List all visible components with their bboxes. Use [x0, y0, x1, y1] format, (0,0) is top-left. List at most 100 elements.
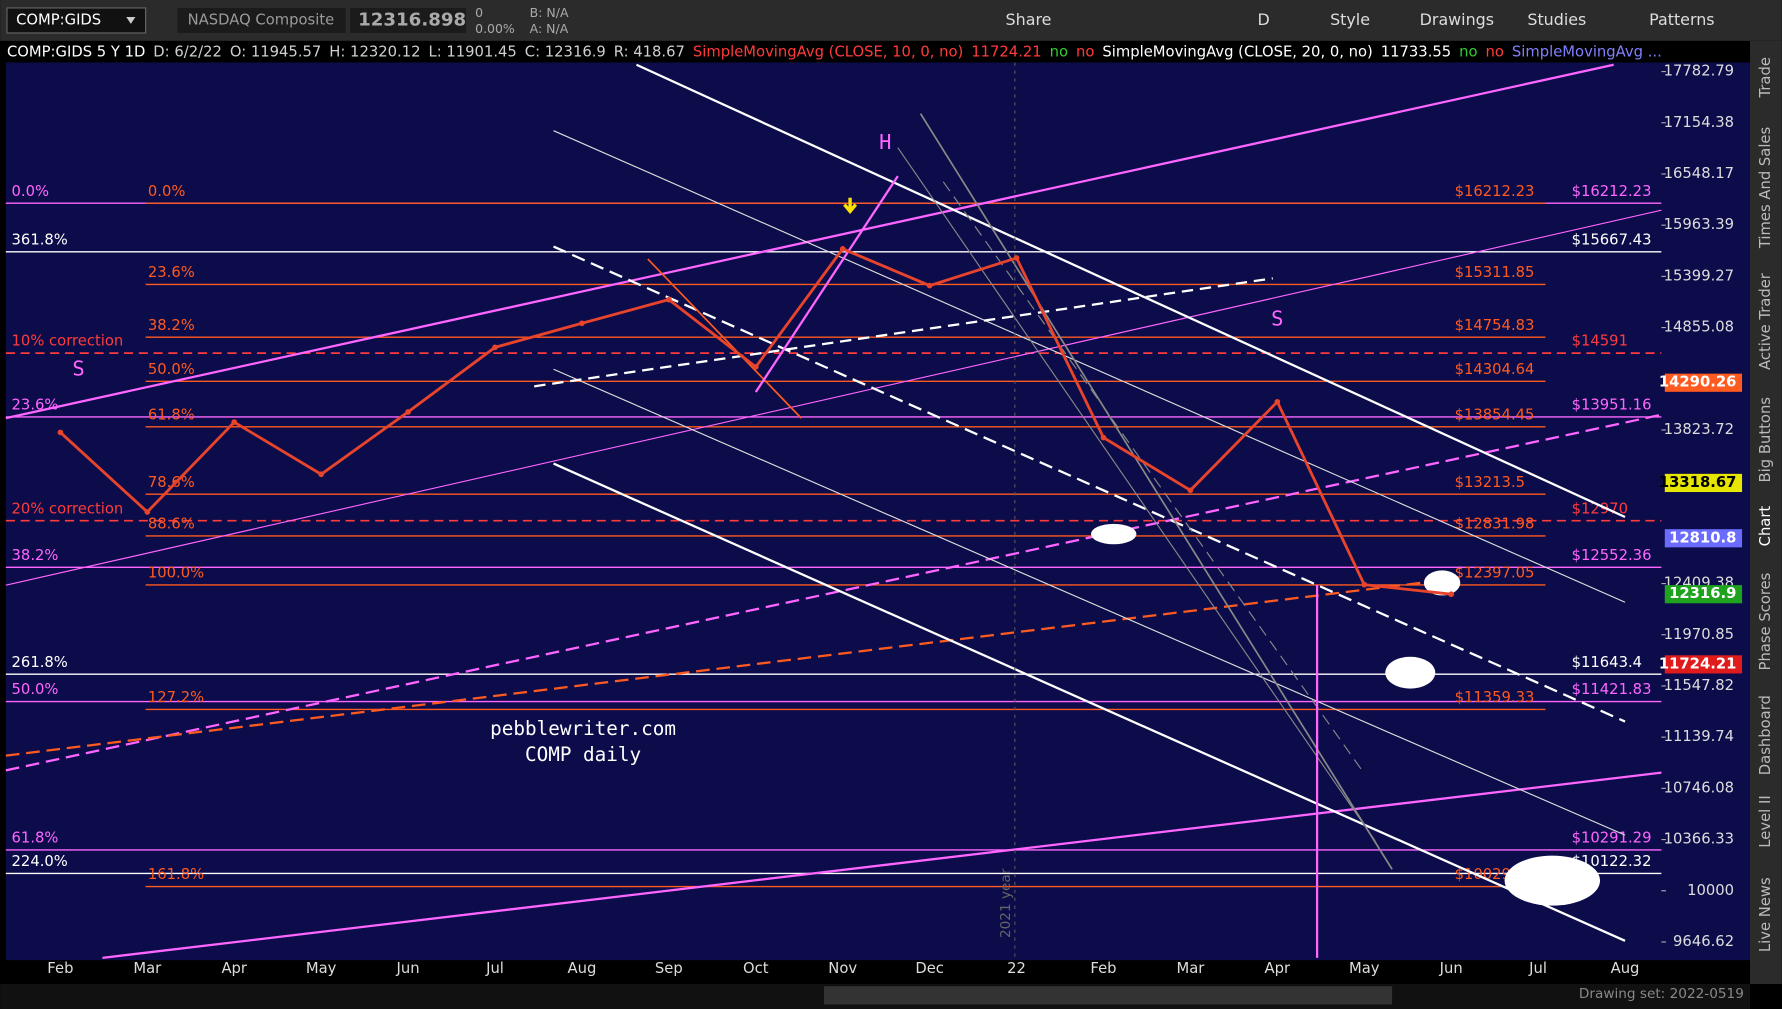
tool-button[interactable]: Style [1330, 10, 1370, 29]
level-percent: 127.2% [148, 689, 204, 706]
trendline [919, 113, 1393, 870]
side-tab[interactable]: Dashboard [1757, 695, 1774, 775]
x-tick-label: Jun [396, 960, 420, 977]
level-percent: 50.0% [148, 361, 195, 378]
side-tab[interactable]: Big Buttons [1757, 397, 1774, 482]
tool-button[interactable]: Studies [1527, 10, 1586, 29]
info-item: C: 12316.9 [525, 43, 606, 60]
trendline [636, 63, 1626, 519]
trendline [102, 771, 1662, 959]
level-percent: 61.8% [148, 406, 195, 423]
level-price: $11643.4 [1572, 654, 1642, 671]
x-tick-label: Feb [1090, 960, 1116, 977]
price-box [1664, 585, 1743, 604]
level-percent: 10% correction [12, 333, 124, 350]
info-item: O: 11945.57 [230, 43, 322, 60]
y-tick-label: 10000 [1687, 882, 1734, 899]
trendline [897, 147, 1376, 842]
price-box [1664, 473, 1743, 493]
price-box [1664, 655, 1743, 674]
shoulder-label: S [72, 356, 84, 380]
price-point [405, 409, 411, 415]
symbol: COMP:GIDS [16, 11, 101, 28]
level-percent: 224.0% [12, 853, 68, 870]
tool-button[interactable]: Share [1006, 10, 1052, 29]
tool-button[interactable]: Patterns [1649, 10, 1714, 29]
trendline [553, 368, 1626, 836]
change-pct: 0.00% [475, 21, 515, 36]
change: 0 [475, 5, 483, 20]
highlight [1504, 855, 1601, 906]
side-tab[interactable]: Active Trader [1757, 272, 1774, 370]
level-price: $14304.64 [1455, 361, 1535, 378]
symbol-box[interactable] [6, 7, 147, 34]
level-percent: 161.8% [148, 866, 204, 883]
level-price: $14591 [1572, 333, 1628, 350]
price-box [1664, 529, 1743, 548]
caption: COMP daily [525, 743, 641, 766]
info-item: R: 418.67 [614, 43, 685, 60]
head-label: H [879, 130, 891, 154]
price-box-label: 14290.26 [1659, 374, 1737, 391]
level-percent: 0.0% [12, 183, 50, 200]
x-tick-label: Dec [915, 960, 944, 977]
x-tick-label: Sep [655, 960, 683, 977]
trendlines [5, 62, 1662, 959]
highlight [1090, 523, 1137, 545]
info-item: no [1486, 43, 1504, 60]
y-tick-label: 10366.33 [1664, 831, 1734, 848]
level-percent: 261.8% [12, 654, 68, 671]
y-tick-label: 17782.79 [1664, 63, 1734, 80]
price-box-label: 12810.8 [1669, 529, 1736, 546]
info-item: SimpleMovingAvg ... [1512, 43, 1662, 60]
dropdown-arrow [126, 17, 136, 24]
info-item: COMP:GIDS 5 Y 1D [7, 43, 145, 60]
trendline [942, 181, 1365, 773]
level-price: $13951.16 [1572, 397, 1652, 414]
side-tab[interactable]: Phase Scores [1757, 573, 1774, 671]
side-tab[interactable]: Live News [1757, 877, 1774, 952]
level-percent: 78.6% [148, 474, 195, 491]
trendline [5, 209, 1662, 586]
trendline [534, 277, 1273, 388]
x-tick-label: Aug [568, 960, 597, 977]
x-tick-label: Nov [828, 960, 857, 977]
price-point [1274, 398, 1281, 405]
trendline [647, 258, 802, 419]
y-tick-label: 13823.72 [1664, 421, 1734, 438]
x-tick-label: Apr [1265, 960, 1291, 977]
last-price: 12316.898 [358, 9, 466, 30]
x-tick-label: Jun [1439, 960, 1463, 977]
tool-button[interactable]: D [1258, 10, 1270, 29]
info-item: 11733.55 [1381, 43, 1451, 60]
level-price: $12397.05 [1455, 565, 1535, 582]
x-tick-label: 22 [1007, 960, 1026, 977]
info-bar [0, 40, 1782, 63]
side-tab[interactable]: Chart [1757, 506, 1774, 547]
side-tab[interactable]: Trade [1757, 57, 1774, 98]
y-tick-label: 15399.27 [1664, 267, 1734, 284]
info-item: H: 12320.12 [329, 43, 420, 60]
level-price: $13854.45 [1455, 406, 1535, 423]
y-tick-label: 15963.39 [1664, 216, 1734, 233]
level-percent: 38.2% [12, 547, 59, 564]
plot-area [5, 62, 1751, 961]
scroll-thumb[interactable] [823, 986, 1393, 1005]
y-tick-label: 10746.08 [1664, 779, 1734, 796]
side-tab[interactable]: Level II [1757, 795, 1774, 847]
price-point [231, 419, 238, 425]
price-point [1013, 255, 1020, 261]
price-box-label: 13318.67 [1659, 474, 1737, 491]
level-price: $11421.83 [1572, 681, 1652, 698]
x-tick-label: Mar [133, 960, 162, 977]
level-price: $15311.85 [1455, 264, 1535, 281]
tool-button[interactable]: Drawings [1420, 10, 1494, 29]
level-price: $13213.5 [1455, 474, 1525, 491]
info-item: SimpleMovingAvg (CLOSE, 10, 0, no) [693, 43, 963, 60]
price-point [1187, 487, 1194, 494]
level-percent: 88.6% [148, 516, 195, 533]
side-tab[interactable]: Times And Sales [1757, 127, 1774, 249]
level-percent: 100.0% [148, 565, 204, 582]
